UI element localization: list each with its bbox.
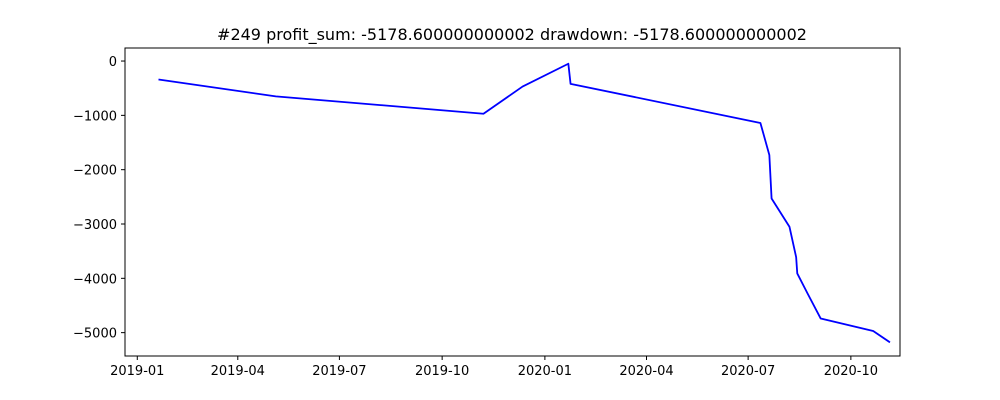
x-tick-label: 2020-01 — [518, 364, 572, 379]
y-tick-label: −3000 — [73, 218, 117, 233]
y-tick-label: −4000 — [73, 272, 117, 287]
series-layer — [158, 62, 891, 344]
x-tick-label: 2019-04 — [211, 364, 265, 379]
x-axis: 2019-01 2019-04 2019-07 2019-10 2020-01 2020-… — [110, 356, 878, 379]
x-tick-label: 2019-07 — [312, 364, 366, 379]
x-tick-label: 2020-04 — [619, 364, 673, 379]
x-tick-label: 2019-10 — [415, 364, 469, 379]
plot-frame — [124, 47, 901, 357]
y-tick-label: −2000 — [73, 164, 117, 179]
y-axis: 0 −1000 −2000 −3000 −4000 −5000 — [73, 55, 125, 342]
series-line — [158, 62, 891, 344]
y-tick-label: −1000 — [73, 109, 117, 124]
y-tick-label: 0 — [109, 55, 117, 70]
x-tick-label: 2020-10 — [824, 364, 878, 379]
y-tick-label: −5000 — [73, 327, 117, 342]
chart-title: #249 profit_sum: -5178.600000000002 draw… — [217, 25, 807, 45]
x-tick-label: 2019-01 — [110, 364, 164, 379]
x-tick-label: 2020-07 — [721, 364, 775, 379]
